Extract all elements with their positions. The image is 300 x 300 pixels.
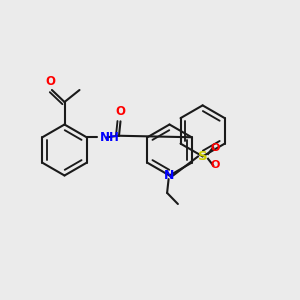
Text: NH: NH	[100, 131, 120, 144]
Text: O: O	[211, 160, 220, 170]
Text: O: O	[45, 75, 56, 88]
Text: N: N	[164, 169, 175, 182]
Text: O: O	[211, 143, 220, 153]
Text: S: S	[198, 150, 207, 163]
Text: O: O	[115, 105, 125, 118]
